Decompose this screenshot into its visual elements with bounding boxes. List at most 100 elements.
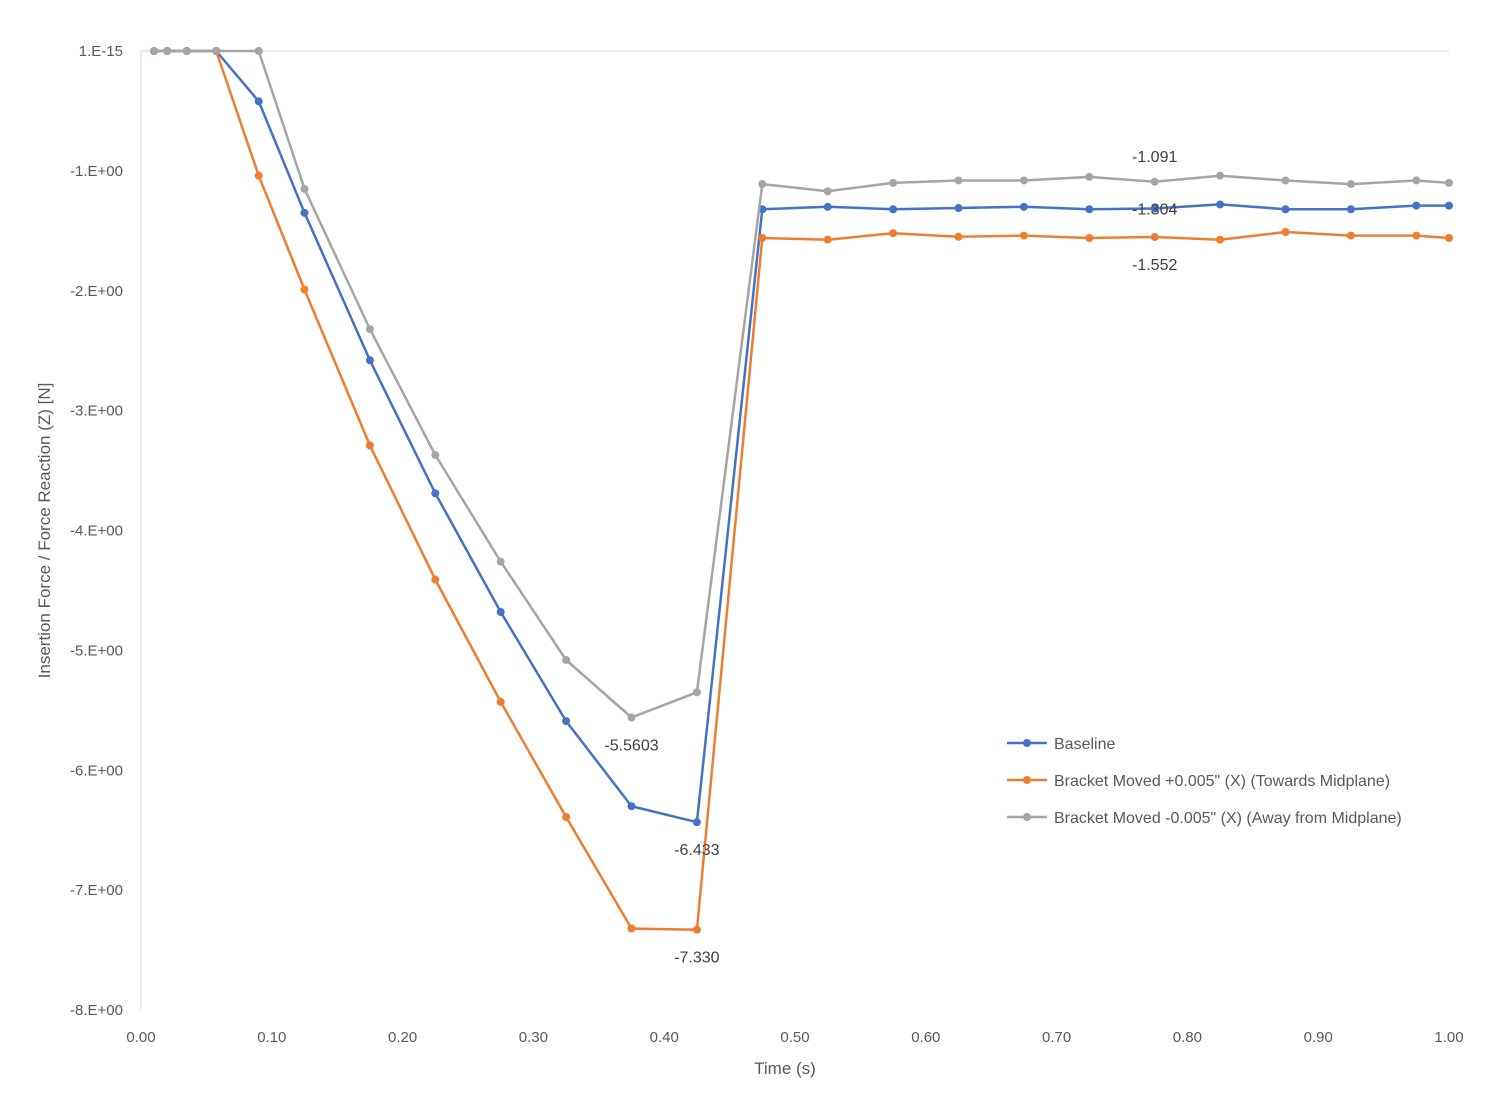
data-point bbox=[889, 205, 898, 214]
data-point bbox=[1085, 205, 1094, 214]
data-point bbox=[431, 450, 440, 459]
y-tick-label: -7.E+00 bbox=[70, 882, 123, 899]
data-point bbox=[431, 489, 440, 498]
data-point bbox=[1150, 177, 1159, 186]
legend-marker bbox=[1023, 776, 1031, 784]
data-point bbox=[150, 47, 159, 55]
data-point bbox=[1216, 235, 1225, 244]
axis-layer: 1.E-15 -1.E+00 -2.E+00 -3.E+00 -4.E+00 -5.E+0… bbox=[70, 43, 1464, 1046]
data-point bbox=[758, 180, 767, 189]
data-point bbox=[1281, 176, 1290, 185]
data-point bbox=[954, 204, 963, 213]
data-point bbox=[692, 818, 701, 827]
data-point bbox=[1346, 180, 1355, 189]
series-line bbox=[154, 49, 1449, 824]
legend-label: Bracket Moved -0.005" (X) (Away from Mid… bbox=[1054, 810, 1402, 827]
data-point bbox=[562, 813, 571, 822]
data-point bbox=[1281, 205, 1290, 214]
legend-item-1: Bracket Moved +0.005" (X) (Towards Midpl… bbox=[1007, 773, 1390, 790]
data-point bbox=[889, 178, 898, 187]
x-tick-label: 0.70 bbox=[1042, 1029, 1071, 1046]
data-point bbox=[1150, 204, 1159, 213]
data-label: -1.304 bbox=[1132, 202, 1177, 219]
y-tick-label: 1.E-15 bbox=[79, 43, 123, 60]
data-point bbox=[1150, 233, 1159, 242]
data-point bbox=[254, 97, 263, 106]
data-point bbox=[496, 557, 505, 566]
legend-marker bbox=[1023, 739, 1031, 747]
data-point bbox=[692, 925, 701, 934]
data-point bbox=[1019, 202, 1028, 211]
data-point bbox=[1216, 171, 1225, 180]
legend: Baseline Bracket Moved +0.005" (X) (Towar… bbox=[1007, 736, 1402, 827]
x-tick-label: 0.30 bbox=[519, 1029, 548, 1046]
x-tick-label: 0.50 bbox=[780, 1029, 809, 1046]
legend-item-0: Baseline bbox=[1007, 736, 1115, 753]
data-point bbox=[496, 608, 505, 617]
data-point bbox=[562, 717, 571, 726]
y-tick-label: -5.E+00 bbox=[70, 642, 123, 659]
data-point bbox=[627, 924, 636, 933]
data-label: -5.5603 bbox=[604, 738, 658, 755]
series-layer bbox=[150, 47, 1453, 934]
data-point bbox=[254, 171, 263, 180]
data-point bbox=[1412, 231, 1421, 240]
x-tick-label: 0.80 bbox=[1173, 1029, 1202, 1046]
y-tick-label: -6.E+00 bbox=[70, 762, 123, 779]
data-point bbox=[692, 688, 701, 697]
legend-marker bbox=[1023, 813, 1031, 821]
data-point bbox=[823, 235, 832, 244]
data-point bbox=[1445, 234, 1453, 243]
x-tick-label: 1.00 bbox=[1434, 1029, 1463, 1046]
data-point bbox=[300, 208, 309, 217]
data-point bbox=[254, 47, 263, 55]
data-point bbox=[758, 234, 767, 243]
y-tick-label: -8.E+00 bbox=[70, 1002, 123, 1019]
data-point bbox=[1412, 201, 1421, 210]
series-2 bbox=[150, 47, 1453, 722]
data-point bbox=[562, 655, 571, 664]
legend-item-2: Bracket Moved -0.005" (X) (Away from Mid… bbox=[1007, 810, 1402, 827]
series-0 bbox=[150, 47, 1453, 827]
data-point bbox=[823, 202, 832, 211]
data-point bbox=[300, 184, 309, 193]
data-point bbox=[163, 47, 172, 55]
data-labels: -5.5603 -6.433 -7.330 -1.091 -1.304 -1.552 bbox=[604, 149, 1177, 967]
data-point bbox=[1281, 228, 1290, 237]
data-point bbox=[365, 441, 374, 450]
x-axis-title: Time (s) bbox=[754, 1059, 816, 1078]
x-tick-label: 0.00 bbox=[126, 1029, 155, 1046]
data-point bbox=[627, 713, 636, 722]
data-point bbox=[1216, 200, 1225, 209]
data-point bbox=[182, 47, 191, 55]
data-point bbox=[365, 356, 374, 365]
data-point bbox=[1019, 231, 1028, 240]
data-point bbox=[300, 285, 309, 294]
y-tick-label: -1.E+00 bbox=[70, 163, 123, 180]
data-point bbox=[823, 187, 832, 196]
data-point bbox=[1445, 201, 1453, 210]
data-point bbox=[212, 47, 221, 55]
y-axis-title: Insertion Force / Force Reaction (Z) [N] bbox=[35, 383, 54, 679]
x-tick-label: 0.10 bbox=[257, 1029, 286, 1046]
y-tick-label: -4.E+00 bbox=[70, 523, 123, 540]
data-point bbox=[627, 802, 636, 811]
data-point bbox=[1085, 234, 1094, 243]
series-line bbox=[154, 49, 1450, 719]
data-point bbox=[1085, 172, 1094, 181]
data-label: -1.091 bbox=[1132, 149, 1177, 166]
x-tick-label: 0.20 bbox=[388, 1029, 417, 1046]
data-point bbox=[889, 229, 898, 238]
x-tick-label: 0.90 bbox=[1304, 1029, 1333, 1046]
legend-label: Baseline bbox=[1054, 736, 1115, 753]
data-point bbox=[365, 325, 374, 334]
data-label: -6.433 bbox=[674, 842, 719, 859]
y-tick-label: -2.E+00 bbox=[70, 283, 123, 300]
series-1 bbox=[150, 47, 1453, 934]
data-point bbox=[1346, 205, 1355, 214]
y-tick-label: -3.E+00 bbox=[70, 403, 123, 420]
data-label: -1.552 bbox=[1132, 257, 1177, 274]
x-tick-label: 0.60 bbox=[911, 1029, 940, 1046]
data-point bbox=[431, 575, 440, 584]
